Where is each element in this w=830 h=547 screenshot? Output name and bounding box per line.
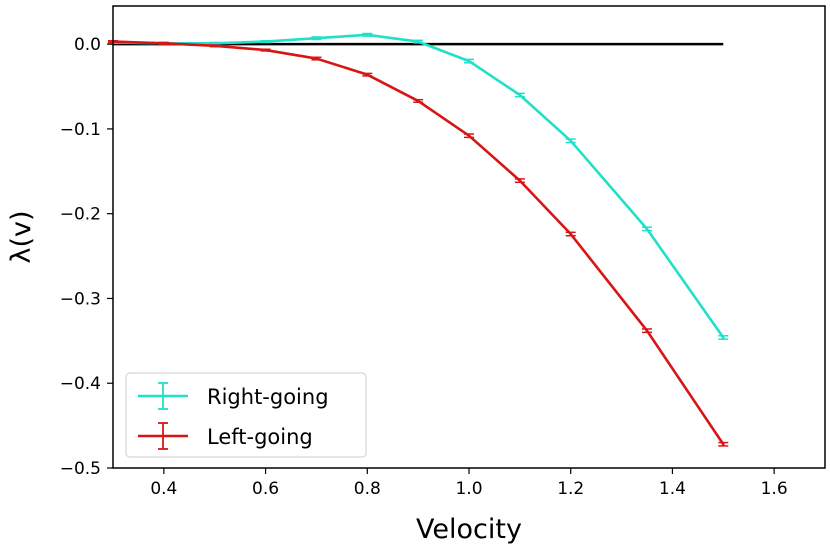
error-bar [565,138,576,144]
x-tick-label: 0.4 [150,479,177,499]
y-axis-title: λ(v) [6,210,37,263]
error-bar [311,56,322,61]
error-bar [260,48,271,52]
error-bar [413,98,424,103]
y-tick-label: −0.4 [60,374,101,394]
legend: Right-going Left-going [125,372,367,458]
error-bar [362,32,373,37]
error-bar [209,44,220,48]
error-bar [464,58,474,64]
error-bar [209,41,220,45]
error-bar [718,441,729,447]
y-tick-label: −0.3 [60,289,101,309]
error-bar [413,39,424,44]
error-bar [514,178,525,184]
x-tick-label: 1.2 [557,479,584,499]
error-bar [158,41,169,45]
series-line-right-going [111,33,725,339]
y-tick-label: −0.1 [60,120,101,140]
x-tick-label: 1.4 [659,479,686,499]
series-line-left-going [111,40,725,446]
legend-label: Right-going [207,385,329,409]
y-tick-label: 0.0 [74,35,101,55]
error-bar [565,231,576,237]
error-bar [362,72,373,77]
x-axis-title: Velocity [416,514,522,545]
y-tick-label: −0.5 [60,459,101,479]
x-tick-label: 0.6 [252,479,279,499]
x-tick-label: 0.8 [354,479,381,499]
error-bar [514,92,525,98]
error-bar [464,133,474,139]
x-tick-label: 1.0 [455,479,482,499]
legend-label: Left-going [207,425,313,449]
y-tick-label: −0.2 [60,205,101,225]
error-bar [311,36,322,41]
error-bar [260,40,271,44]
error-bar [718,335,729,340]
x-tick-label: 1.6 [761,479,788,499]
legend-entry: Right-going [138,382,329,410]
error-bar [642,226,652,232]
legend-entry: Left-going [138,422,313,450]
error-bar [642,328,652,334]
